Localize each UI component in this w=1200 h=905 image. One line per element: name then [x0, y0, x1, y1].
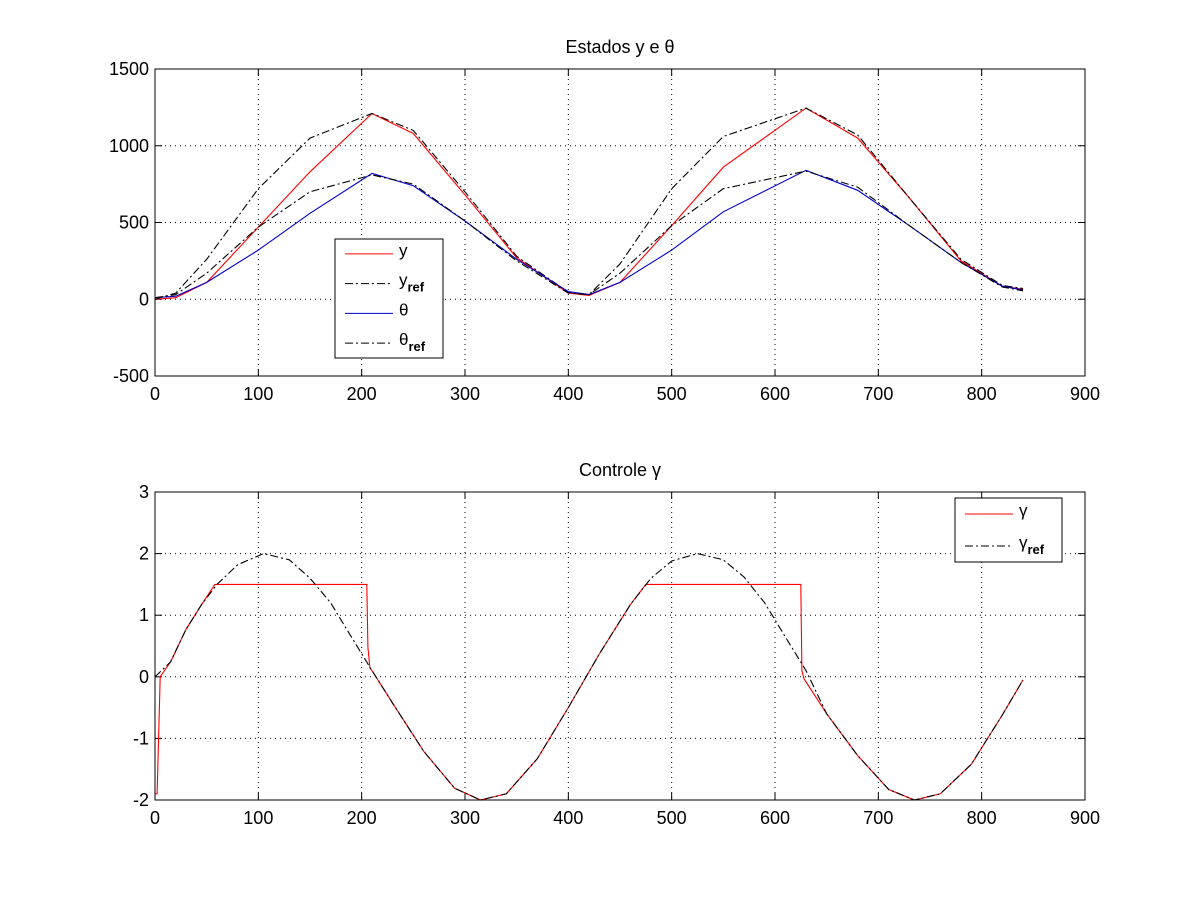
y-tick-label: -2: [133, 790, 149, 810]
legend-entry: γref: [1019, 533, 1045, 557]
legend-entry: θ: [399, 300, 408, 319]
x-tick-label: 0: [150, 384, 160, 404]
x-tick-label: 100: [243, 808, 273, 828]
x-tick-label: 700: [863, 384, 893, 404]
axes-box: [154, 68, 1086, 377]
y-tick-label: -1: [133, 728, 149, 748]
y-tick-label: 0: [139, 667, 149, 687]
legend-entry-symbol: θ: [399, 330, 408, 349]
chart-title: Controle γ: [579, 460, 661, 480]
legend-entry: θref: [399, 330, 426, 354]
x-tick-label: 300: [450, 808, 480, 828]
x-tick-label: 300: [450, 384, 480, 404]
legend-box: [334, 238, 444, 359]
series-line-2: [154, 107, 1024, 300]
legend-entry-symbol: γ: [1019, 501, 1028, 520]
x-tick-label: 400: [553, 384, 583, 404]
x-tick-label: 200: [347, 808, 377, 828]
y-tick-label: 3: [139, 482, 149, 502]
legend-entry-symbol: y: [399, 271, 408, 290]
axes-box: [154, 491, 1086, 801]
legend-entry-subscript: ref: [408, 280, 425, 295]
legend-entry: yref: [399, 271, 425, 295]
x-tick-label: 400: [553, 808, 583, 828]
legend-entry: y: [399, 241, 408, 260]
y-tick-label: 1000: [109, 136, 149, 156]
y-tick-label: 1: [139, 605, 149, 625]
series-line-1: [155, 583, 1024, 801]
legend-box: [954, 497, 1063, 563]
series-line-2: [154, 553, 1024, 801]
x-tick-label: 800: [967, 808, 997, 828]
x-tick-label: 200: [347, 384, 377, 404]
chart-2: 0 100 200 300 400 500 600 700 800 900 -2 -1 0 1 2 3 Cont…: [133, 460, 1100, 828]
chart-title: Estados y e θ: [565, 37, 674, 57]
y-tick-label: 1500: [109, 59, 149, 79]
plot-area: [155, 492, 1085, 800]
legend-entry-symbol: y: [399, 241, 408, 260]
legend-entry-subscript: ref: [1028, 542, 1045, 557]
y-tick-label: 0: [139, 289, 149, 309]
y-tick-label: 500: [119, 213, 149, 233]
legend-entry-symbol: γ: [1019, 533, 1028, 552]
x-tick-label: 500: [657, 384, 687, 404]
x-tick-label: 900: [1070, 808, 1100, 828]
x-tick-label: 600: [760, 808, 790, 828]
legend-entry: γ: [1019, 501, 1028, 520]
legend-entry-subscript: ref: [408, 339, 425, 354]
x-tick-label: 600: [760, 384, 790, 404]
x-tick-label: 500: [657, 808, 687, 828]
x-tick-label: 900: [1070, 384, 1100, 404]
x-tick-label: 100: [243, 384, 273, 404]
x-tick-label: 0: [150, 808, 160, 828]
series-line-4: [154, 170, 1024, 299]
x-tick-label: 800: [967, 384, 997, 404]
chart-1: 0 100 200 300 400 500 600 700 800 900-50005001000…: [109, 37, 1100, 404]
y-tick-label: -500: [113, 366, 149, 386]
legend-entry-symbol: θ: [399, 300, 408, 319]
x-tick-label: 700: [863, 808, 893, 828]
y-tick-label: 2: [139, 544, 149, 564]
